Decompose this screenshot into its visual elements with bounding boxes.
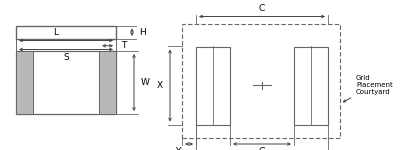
Bar [196, 46, 230, 124]
Bar [99, 51, 116, 114]
Bar [16, 51, 33, 114]
Bar [16, 51, 116, 114]
Text: G: G [258, 147, 266, 150]
Text: Y: Y [175, 147, 180, 150]
Text: Grid
Placement
Courtyard: Grid Placement Courtyard [343, 75, 393, 102]
Bar [294, 46, 328, 124]
Text: S: S [63, 53, 69, 62]
Text: T: T [121, 41, 126, 50]
Bar [16, 26, 116, 39]
Text: X: X [157, 81, 163, 90]
Text: L: L [54, 28, 58, 37]
Text: C: C [259, 4, 265, 13]
Text: W: W [141, 78, 150, 87]
Bar [182, 24, 340, 138]
Text: H: H [139, 28, 146, 37]
